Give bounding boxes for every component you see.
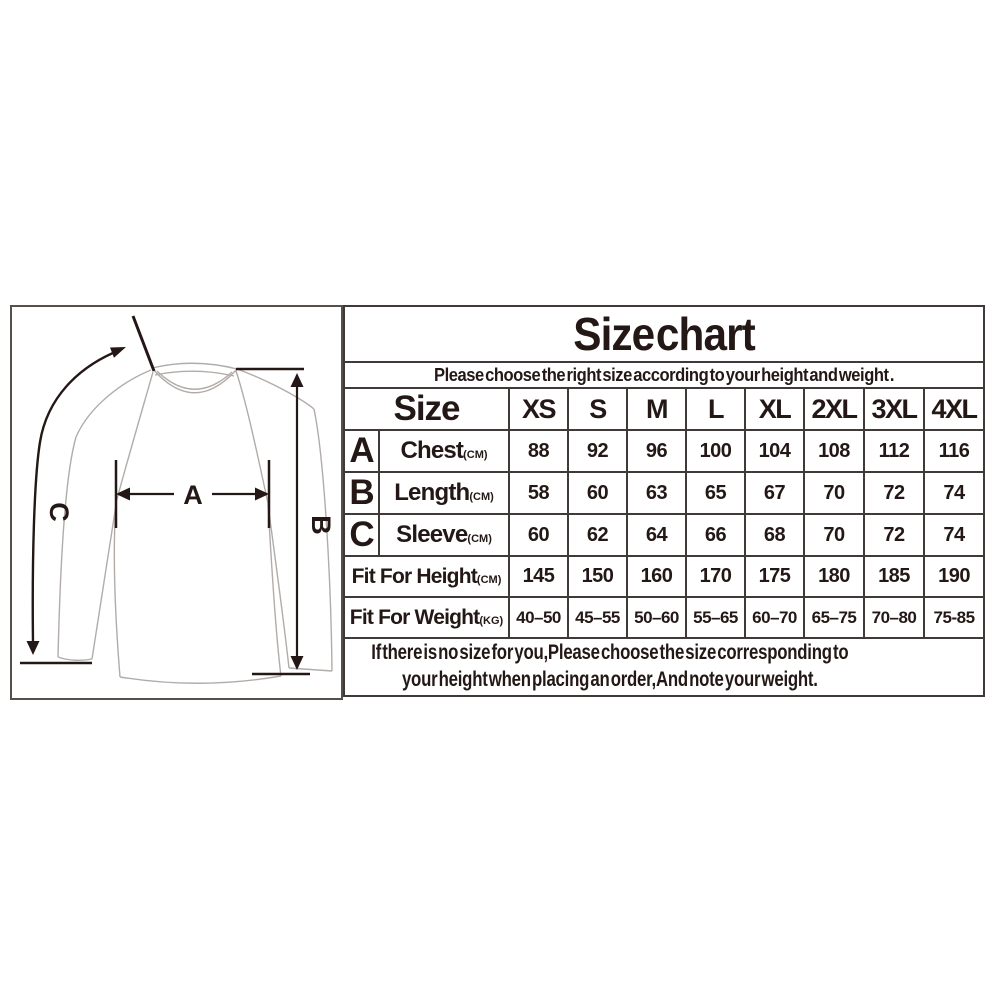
fit-unit: (CM) — [476, 573, 502, 586]
size-value-cell: 108 — [803, 429, 865, 473]
fit-label-text: Fit For Height — [351, 564, 478, 588]
measurement-unit: (CM) — [469, 491, 494, 503]
note-cell: If there is no size for you,Please choos… — [342, 637, 986, 697]
shirt-diagram: A B C — [20, 315, 336, 684]
size-header-xl: XL — [744, 387, 805, 431]
size-value-cell: 112 — [863, 429, 925, 473]
size-header-m: M — [626, 387, 687, 431]
chart-title: Size chart — [573, 308, 755, 360]
chart-subtitle-cell: Please choose the right size according t… — [342, 361, 986, 389]
note-line-2: your height when placing an order,And no… — [401, 668, 818, 691]
fit-weight-value-cell: 60–70 — [744, 596, 805, 639]
measure-label-a: A — [183, 480, 203, 510]
fit-height-value-cell: 185 — [863, 555, 925, 598]
size-value-cell: 104 — [744, 429, 805, 473]
size-header-xs: XS — [508, 387, 569, 431]
size-value-cell: 65 — [685, 471, 746, 515]
size-value-cell: 62 — [567, 513, 628, 557]
size-value-cell: 72 — [863, 471, 925, 515]
arrowhead-b-bottom — [290, 656, 304, 670]
measurement-arrows — [20, 315, 310, 676]
size-value-cell: 60 — [508, 513, 569, 557]
arrowhead-a-left — [116, 487, 130, 501]
size-value-cell: 92 — [567, 429, 628, 473]
measurement-label-length: Length(CM) — [378, 471, 510, 515]
fit-weight-value-cell: 55–65 — [685, 596, 746, 639]
measure-letter-cell: C — [343, 513, 380, 557]
measurement-label-text: Length — [394, 479, 470, 506]
fit-height-value-cell: 170 — [685, 555, 746, 598]
arrowhead-c-bottom — [26, 641, 40, 655]
size-column-header: Size — [343, 387, 510, 431]
size-value-cell: 100 — [685, 429, 746, 473]
fit-weight-value-cell: 75-85 — [922, 596, 986, 639]
size-value-cell: 60 — [567, 471, 628, 515]
sleeve-arrow-c — [31, 348, 121, 644]
size-value-cell: 66 — [685, 513, 746, 557]
size-value-cell: 74 — [922, 471, 986, 515]
fit-height-value-cell: 180 — [803, 555, 865, 598]
size-value-cell: 64 — [626, 513, 687, 557]
size-value-cell: 70 — [803, 471, 865, 515]
size-chart-table: Size chart Please choose the right size … — [342, 305, 986, 697]
size-value-cell: 72 — [863, 513, 925, 557]
size-chart-graphic: A B C Size chart Please choose the right… — [10, 305, 986, 700]
fit-height-value-cell: 160 — [626, 555, 687, 598]
arrowhead-c-top — [110, 347, 126, 358]
arrowhead-a-right — [255, 487, 269, 501]
fit-weight-value-cell: 40–50 — [508, 596, 569, 639]
size-header-s: S — [567, 387, 628, 431]
size-value-cell: 58 — [508, 471, 569, 515]
measurement-label-chest: Chest(CM) — [378, 429, 510, 473]
size-value-cell: 67 — [744, 471, 805, 515]
measure-label-c: C — [44, 502, 74, 522]
fit-weight-value-cell: 50–60 — [626, 596, 687, 639]
shirt-outline — [57, 362, 333, 684]
fit-height-value-cell: 150 — [567, 555, 628, 598]
size-value-cell: 96 — [626, 429, 687, 473]
shirt-measurement-panel: A B C — [10, 305, 343, 700]
note-line-1: If there is no size for you,Please choos… — [371, 641, 849, 665]
measurement-label-sleeve: Sleeve(CM) — [378, 513, 510, 557]
collar-pointer-line — [131, 315, 156, 372]
size-header-3xl: 3XL — [863, 387, 925, 431]
size-value-cell: 63 — [626, 471, 687, 515]
size-value-cell: 68 — [744, 513, 805, 557]
fit-for-height-label: Fit For Height(CM) — [343, 555, 510, 598]
size-header-2xl: 2XL — [803, 387, 865, 431]
chart-subtitle: Please choose the right size according t… — [433, 364, 895, 385]
fit-weight-value-cell: 65–75 — [803, 596, 865, 639]
arrowhead-b-top — [290, 373, 304, 387]
fit-height-value-cell: 175 — [744, 555, 805, 598]
chart-title-cell: Size chart — [342, 305, 986, 363]
measure-letter-cell: A — [343, 429, 380, 473]
fit-weight-value-cell: 45–55 — [567, 596, 628, 639]
fit-weight-value-cell: 70–80 — [863, 596, 925, 639]
fit-for-weight-label: Fit For Weight(KG) — [343, 596, 510, 639]
size-value-cell: 70 — [803, 513, 865, 557]
size-value-cell: 74 — [922, 513, 986, 557]
fit-height-value-cell: 145 — [508, 555, 569, 598]
size-value-cell: 88 — [508, 429, 569, 473]
fit-unit: (KG) — [479, 614, 504, 627]
measure-letter-cell: B — [343, 471, 380, 515]
fit-height-value-cell: 190 — [922, 555, 986, 598]
measurement-unit: (CM) — [463, 449, 488, 461]
size-value-cell: 116 — [922, 429, 986, 473]
measurement-label-text: Chest — [400, 437, 464, 464]
measurement-unit: (CM) — [467, 533, 492, 545]
measure-label-b: B — [306, 515, 336, 535]
measurement-label-text: Sleeve — [396, 521, 468, 548]
fit-label-text: Fit For Weight — [349, 605, 480, 629]
size-header-4xl: 4XL — [922, 387, 986, 431]
size-header-l: L — [685, 387, 746, 431]
